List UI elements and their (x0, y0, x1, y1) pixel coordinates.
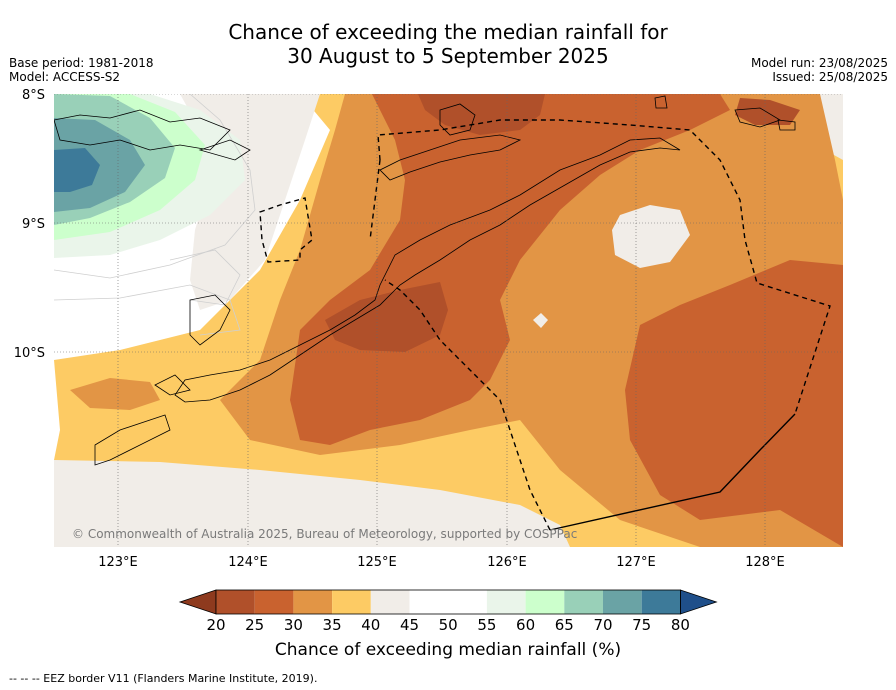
colorbar-tick-label: 25 (245, 616, 264, 634)
colorbar-extend-low (178, 589, 217, 615)
colorbar-segment (448, 590, 487, 614)
coastline-alor (379, 134, 522, 181)
meta-right: Model run: 23/08/2025 Issued: 25/08/2025 (751, 56, 888, 84)
meta-left: Base period: 1981-2018 Model: ACCESS-S2 (9, 56, 154, 84)
coastline-solor (198, 139, 251, 161)
colorbar-tick-label: 65 (555, 616, 574, 634)
colorbar-segment (409, 590, 449, 614)
colorbar-segment (641, 590, 681, 614)
colorbar-extend-high (680, 589, 718, 615)
coastlines (54, 95, 796, 466)
colorbar-segment (486, 590, 526, 614)
coastline-west-timor-tip (189, 294, 231, 346)
coastline-islet-ne2 (734, 107, 781, 128)
colorbar-tick-label: 60 (516, 616, 535, 634)
contour-25-30-east (625, 260, 843, 547)
base-period-text: Base period: 1981-2018 (9, 56, 154, 70)
lon-label-128e: 128°E (745, 555, 785, 570)
coastline-wetar (439, 103, 476, 136)
colorbar-tick-label: 75 (632, 616, 651, 634)
contour-pale-patch-small (533, 313, 548, 328)
colorbar-segment (564, 590, 603, 614)
lon-label-124e: 124°E (228, 555, 268, 570)
model-run-text: Model run: 23/08/2025 (750, 56, 888, 70)
contour-20-25-ne (735, 98, 800, 125)
eez-legend-footer: -- -- -- EEZ border V11 (Flanders Marine… (9, 672, 318, 685)
lon-label-125e: 125°E (357, 555, 397, 570)
colorbar-tick-label: 35 (323, 616, 342, 634)
contour-30-35-west (70, 378, 160, 410)
issued-text: Issued: 25/08/2025 (772, 70, 888, 84)
colorbar-tick-label: 40 (361, 616, 380, 634)
colorbar-title: Chance of exceeding median rainfall (%) (274, 640, 622, 660)
coastline-rote (154, 374, 191, 396)
title-line-1: Chance of exceeding the median rainfall … (228, 20, 668, 44)
lat-label-8s: 8°S (22, 88, 45, 103)
colorbar: 20 25 30 35 40 45 50 55 60 65 70 75 80 (178, 589, 718, 634)
gridlines (54, 94, 843, 547)
colorbar-tick-label: 70 (593, 616, 612, 634)
lon-label-123e: 123°E (98, 555, 138, 570)
coastline-islet-ne (654, 95, 668, 109)
contour-pale-patch-east (612, 205, 690, 268)
contour-25-30-north (290, 94, 730, 445)
contour-75-80 (54, 148, 100, 192)
colorbar-tick-label: 45 (400, 616, 419, 634)
colorbar-segment (216, 590, 255, 614)
lon-label-126e: 126°E (487, 555, 527, 570)
coastline-timor (174, 137, 681, 403)
colorbar-segment (370, 590, 410, 614)
coastline-sumba-east (94, 414, 171, 466)
contour-20-25-central (325, 282, 448, 352)
colorbar-frame (215, 589, 681, 615)
copyright-text: © Commonwealth of Australia 2025, Bureau… (72, 527, 577, 541)
contour-20-25-north (418, 94, 545, 135)
eez-border (259, 119, 831, 531)
lat-label-10s: 10°S (14, 346, 45, 361)
colorbar-tick-label: 30 (284, 616, 303, 634)
map-panel (54, 94, 843, 547)
colorbar-tick-label: 50 (439, 616, 458, 634)
lon-label-127e: 127°E (616, 555, 656, 570)
chart-title: Chance of exceeding the median rainfall … (0, 20, 896, 68)
model-text: Model: ACCESS-S2 (9, 70, 121, 84)
contour-40-45-south (54, 460, 570, 547)
colorbar-segment (332, 590, 371, 614)
colorbar-segment (293, 590, 333, 614)
colorbar-tick-label: 20 (206, 616, 225, 634)
colorbar-segment (525, 590, 565, 614)
lat-label-9s: 9°S (22, 217, 45, 232)
colorbar-segment (603, 590, 642, 614)
colorbar-tick-label: 80 (671, 616, 690, 634)
colorbar-tick-label: 55 (477, 616, 496, 634)
coastline-flores-east (54, 109, 231, 151)
coastline-islet-ne3 (777, 119, 796, 131)
colorbar-segment (254, 590, 294, 614)
title-line-2: 30 August to 5 September 2025 (287, 44, 609, 68)
